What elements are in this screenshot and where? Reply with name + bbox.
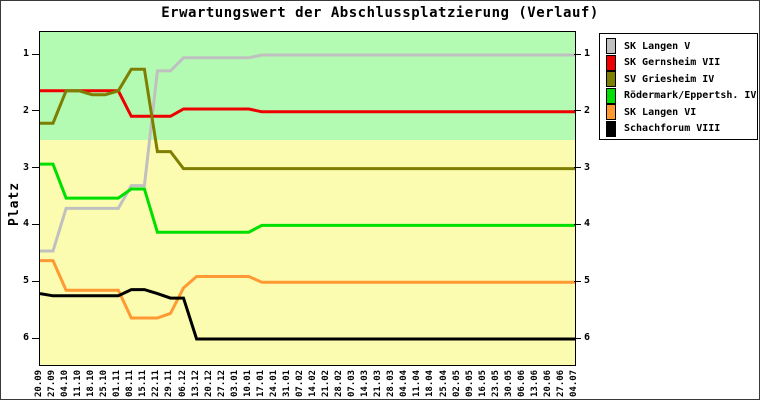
x-tick-label: 06.12	[177, 369, 188, 397]
x-tick-label: 20.12	[203, 369, 214, 397]
legend-item: Schachforum VIII	[606, 120, 757, 138]
x-tick-label: 15.11	[138, 369, 149, 397]
legend-item: SK Langen V	[606, 38, 757, 55]
x-tick-label: 25.10	[99, 369, 110, 397]
x-tick-label: 09.05	[464, 369, 475, 397]
x-tick-label: 24.01	[268, 369, 279, 397]
y-tick-label-left: 2	[22, 104, 29, 116]
legend-swatch-icon	[606, 71, 616, 88]
x-tick-label: 10.01	[242, 369, 253, 397]
y-tick-mark	[574, 337, 581, 339]
x-tick-label: 11.10	[73, 369, 84, 397]
x-tick-label: 18.10	[86, 369, 97, 397]
y-tick-label-right: 3	[584, 161, 591, 173]
y-tick-label-right: 5	[584, 275, 591, 287]
x-tick-label: 14.03	[360, 369, 371, 397]
x-tick-label: 18.04	[425, 369, 436, 397]
y-tick-mark	[574, 223, 581, 225]
x-tick-label: 25.04	[438, 369, 449, 397]
y-tick-label-left: 1	[22, 48, 29, 59]
x-tick-label: 07.03	[347, 369, 358, 397]
x-tick-label: 16.05	[477, 369, 488, 397]
x-tick-label: 20.09	[34, 369, 44, 397]
legend-swatch-icon	[606, 120, 616, 137]
x-tick-label: 04.10	[60, 369, 71, 397]
lower-yellow-zone	[40, 140, 575, 365]
x-tick-label: 06.06	[516, 369, 527, 397]
x-tick-label: 21.02	[321, 369, 332, 397]
y-tick-label-right: 1	[584, 48, 591, 59]
x-tick-label: 13.12	[190, 369, 201, 397]
upper-green-zone	[40, 32, 575, 141]
x-tick-label: 30.05	[503, 369, 514, 397]
x-tick-label: 01.11	[112, 369, 123, 397]
legend-label: Schachforum VIII	[624, 123, 721, 135]
chart-title: Erwartungswert der Abschlussplatzierung …	[161, 5, 599, 21]
y-tick-label-right: 2	[584, 104, 591, 116]
x-tick-label: 03.01	[229, 369, 240, 397]
x-tick-label: 04.04	[399, 369, 410, 397]
legend-item: SV Griesheim IV	[606, 71, 757, 88]
y-tick-mark	[32, 223, 39, 225]
y-tick-label-left: 6	[22, 332, 29, 343]
y-tick-label-left: 3	[22, 161, 29, 173]
legend-item: SK Langen VI	[606, 104, 757, 121]
x-tick-label: 14.02	[308, 369, 319, 397]
y-tick-mark	[32, 110, 39, 112]
x-tick-label: 20.06	[542, 369, 553, 397]
x-tick-label: 23.05	[490, 369, 501, 397]
x-tick-label: 31.01	[281, 369, 292, 397]
y-tick-label-right: 4	[584, 218, 591, 230]
legend-swatch-icon	[606, 38, 616, 55]
legend-label: SV Griesheim IV	[624, 73, 715, 85]
x-tick-label: 28.02	[334, 369, 345, 397]
legend: SK Langen V SK Gernsheim VII SV Griesheim …	[599, 33, 758, 140]
legend-label: SK Langen V	[624, 40, 691, 52]
x-tick-label: 04.07	[569, 369, 579, 397]
x-tick-label: 22.11	[151, 369, 162, 397]
x-tick-label: 02.05	[451, 369, 462, 397]
x-tick-label: 28.03	[386, 369, 397, 397]
y-tick-mark	[574, 110, 581, 112]
x-tick-label: 17.01	[255, 369, 266, 397]
y-tick-mark	[32, 280, 39, 282]
y-tick-mark	[574, 167, 581, 169]
legend-swatch-icon	[606, 54, 616, 71]
y-tick-label-right: 6	[584, 332, 591, 343]
x-tick-label: 27.09	[47, 369, 58, 397]
x-tick-label: 11.04	[412, 369, 423, 397]
x-tick-label: 08.11	[125, 369, 136, 397]
legend-swatch-icon	[606, 104, 616, 121]
x-tick-label: 21.03	[373, 369, 384, 397]
y-tick-mark	[32, 167, 39, 169]
y-tick-mark	[574, 280, 581, 282]
x-tick-label: 13.06	[529, 369, 540, 397]
y-tick-mark	[574, 53, 581, 55]
plot-area	[39, 31, 576, 366]
y-tick-label-left: 5	[22, 275, 29, 287]
legend-swatch-icon	[606, 87, 616, 104]
legend-label: SK Langen VI	[624, 106, 697, 118]
y-tick-label-left: 4	[22, 218, 29, 230]
legend-label: Rödermark/Eppertsh. IV	[624, 90, 757, 102]
x-tick-label: 07.02	[294, 369, 305, 397]
legend-item: SK Gernsheim VII	[606, 54, 757, 72]
x-tick-label: 27.12	[216, 369, 227, 397]
y-tick-mark	[32, 53, 39, 55]
x-tick-label: 27.06	[555, 369, 566, 397]
x-tick-label: 29.11	[164, 369, 175, 397]
legend-label: SK Gernsheim VII	[624, 57, 721, 69]
y-tick-mark	[32, 337, 39, 339]
legend-item: Rödermark/Eppertsh. IV	[606, 87, 757, 105]
